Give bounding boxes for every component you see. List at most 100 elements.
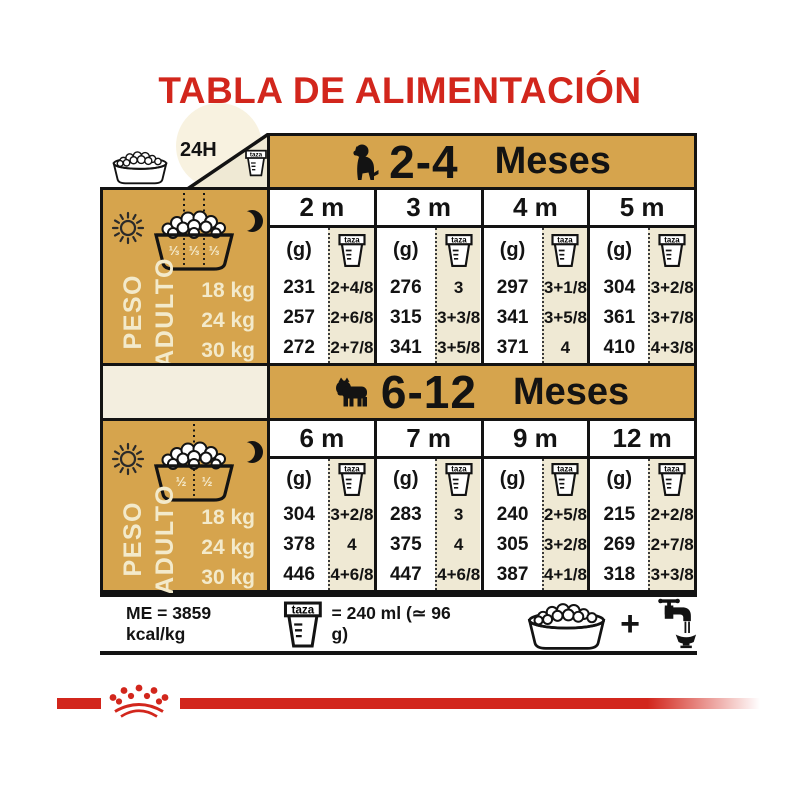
- ration-panel-2-4: ⅓ ⅓ ⅓ PESO ADULTO 18 kg 24 kg 30 kg: [100, 187, 270, 368]
- brand-line-left: [57, 698, 101, 709]
- grams-value: 371: [496, 337, 529, 358]
- ration-panel-6-12: ½ ½ PESO ADULTO 18 kg 24 kg 30 kg: [100, 418, 270, 595]
- grams-value: 341: [389, 337, 422, 358]
- month-header: 9 m: [483, 421, 588, 459]
- brand-line-right: [180, 698, 772, 709]
- age-range: 6-12: [380, 366, 477, 418]
- measuring-cup-icon: taza: [338, 234, 366, 267]
- cup-value: 2+7/8: [650, 535, 694, 554]
- measuring-cup-icon: taza: [551, 463, 579, 496]
- cup-value: 2+7/8: [330, 338, 374, 357]
- grams-value: 315: [389, 307, 422, 328]
- grams-label: (g): [499, 239, 526, 261]
- adult-weight-side-label: PESO ADULTO: [119, 484, 180, 595]
- grams-value: 341: [496, 307, 529, 328]
- month-header: 12 m: [590, 421, 694, 459]
- month-header: 4 m: [483, 190, 588, 228]
- portion-fraction: ⅓: [189, 243, 200, 258]
- sun-icon: [111, 442, 145, 476]
- portion-fraction: ⅓: [209, 243, 220, 258]
- table-corner-cell: 24H taza: [100, 133, 270, 190]
- cup-value: 3+7/8: [650, 308, 694, 327]
- grams-value: 304: [603, 277, 636, 298]
- weight-label: 24 kg: [201, 309, 255, 332]
- cup-label: taza: [250, 152, 263, 159]
- grams-value: 304: [283, 504, 315, 525]
- cup-value: 4+6/8: [330, 565, 374, 584]
- grams-value: 269: [603, 534, 636, 555]
- energy-text: ME = 3859 kcal/kg: [126, 603, 212, 644]
- cup-value: 3+2/8: [650, 278, 694, 297]
- portion-bowl-icon: ½ ½: [153, 424, 235, 502]
- month-column-7m: 7 m (g) 283 375 447 taza: [373, 421, 481, 590]
- grams-value: 215: [603, 504, 636, 525]
- cup-label: taza: [451, 236, 467, 245]
- weight-labels: 18 kg 24 kg 30 kg: [201, 503, 255, 593]
- month-column-2m: 2 m (g) 231 257 272 taza: [270, 190, 374, 363]
- cup-value: 4: [560, 338, 571, 357]
- side-label-peso: PESO: [119, 501, 147, 577]
- section-divider-band: [100, 363, 270, 421]
- cup-value: 3+3/8: [650, 565, 694, 584]
- weight-label: 30 kg: [201, 566, 255, 589]
- grams-value: 283: [389, 504, 422, 525]
- grams-value: 361: [603, 307, 636, 328]
- cup-label: taza: [291, 603, 314, 616]
- month-header: 5 m: [590, 190, 694, 228]
- measuring-cup-icon: taza: [658, 463, 686, 496]
- feeding-table: 24H taza 2-4 Meses: [100, 133, 697, 595]
- plus-sign: +: [620, 605, 640, 643]
- bulldog-icon: [335, 377, 367, 407]
- cup-label: taza: [344, 465, 360, 474]
- cup-value: 4+1/8: [543, 565, 587, 584]
- adult-weight-side-label: PESO ADULTO: [119, 257, 180, 368]
- measuring-cup-icon: taza: [445, 463, 473, 496]
- cup-equivalence-text: = 240 ml (≃ 96 g): [331, 603, 451, 644]
- grams-label: (g): [606, 468, 633, 490]
- grams-label: (g): [393, 239, 419, 261]
- measuring-cup-icon: taza: [338, 463, 366, 496]
- cup-label: taza: [664, 236, 680, 245]
- grams-value: 257: [283, 307, 315, 328]
- grams-label: (g): [393, 468, 419, 490]
- data-grid-2-4: 2 m (g) 231 257 272 taza: [267, 187, 697, 366]
- cup-value: 4+3/8: [650, 338, 694, 357]
- grams-value: 297: [496, 277, 529, 298]
- cup-value: 2+6/8: [330, 308, 374, 327]
- cup-value: 3+3/8: [437, 308, 481, 327]
- cup-value: 2+2/8: [650, 505, 694, 524]
- 24h-label: 24H: [180, 139, 217, 161]
- cup-value: 4: [453, 535, 464, 554]
- weight-label: 24 kg: [201, 536, 255, 559]
- grams-value: 378: [283, 534, 315, 555]
- month-column-3m: 3 m (g) 276 315 341 taza: [373, 190, 481, 363]
- age-band-6-12: 6-12 Meses: [267, 363, 697, 421]
- data-grid-6-12: 6 m (g) 304 378 446 taza: [267, 418, 697, 593]
- page-title: TABLA DE ALIMENTACIÓN: [158, 70, 642, 111]
- measuring-cup-icon: taza: [245, 149, 267, 177]
- footer-legend: ME = 3859 kcal/kg taza = 240 ml (≃ 96 g)…: [100, 593, 697, 655]
- month-header: 6 m: [270, 421, 374, 459]
- cup-value: 4: [347, 535, 357, 554]
- royal-canin-crown-logo: [109, 684, 169, 718]
- moon-icon: [239, 441, 263, 463]
- age-unit: Meses: [512, 370, 630, 413]
- month-header: 2 m: [270, 190, 374, 228]
- age-range: 2-4: [389, 135, 459, 188]
- kibble-bowl-icon: [527, 603, 606, 650]
- side-label-adulto: ADULTO: [151, 483, 179, 595]
- portion-bowl-icon: ⅓ ⅓ ⅓: [153, 193, 235, 271]
- cup-value: 2+5/8: [543, 505, 587, 524]
- cup-label: taza: [344, 236, 360, 245]
- grams-label: (g): [286, 468, 312, 490]
- grams-value: 318: [603, 564, 636, 585]
- cup-value: 3: [453, 278, 464, 297]
- cup-label: taza: [664, 465, 680, 474]
- weight-label: 18 kg: [201, 279, 255, 302]
- month-column-9m: 9 m (g) 240 305 387 taza: [480, 421, 588, 590]
- grams-label: (g): [286, 239, 312, 261]
- cup-label: taza: [558, 465, 574, 474]
- cup-value: 4+6/8: [437, 565, 481, 584]
- grams-value: 231: [283, 277, 315, 298]
- grams-value: 272: [283, 337, 315, 358]
